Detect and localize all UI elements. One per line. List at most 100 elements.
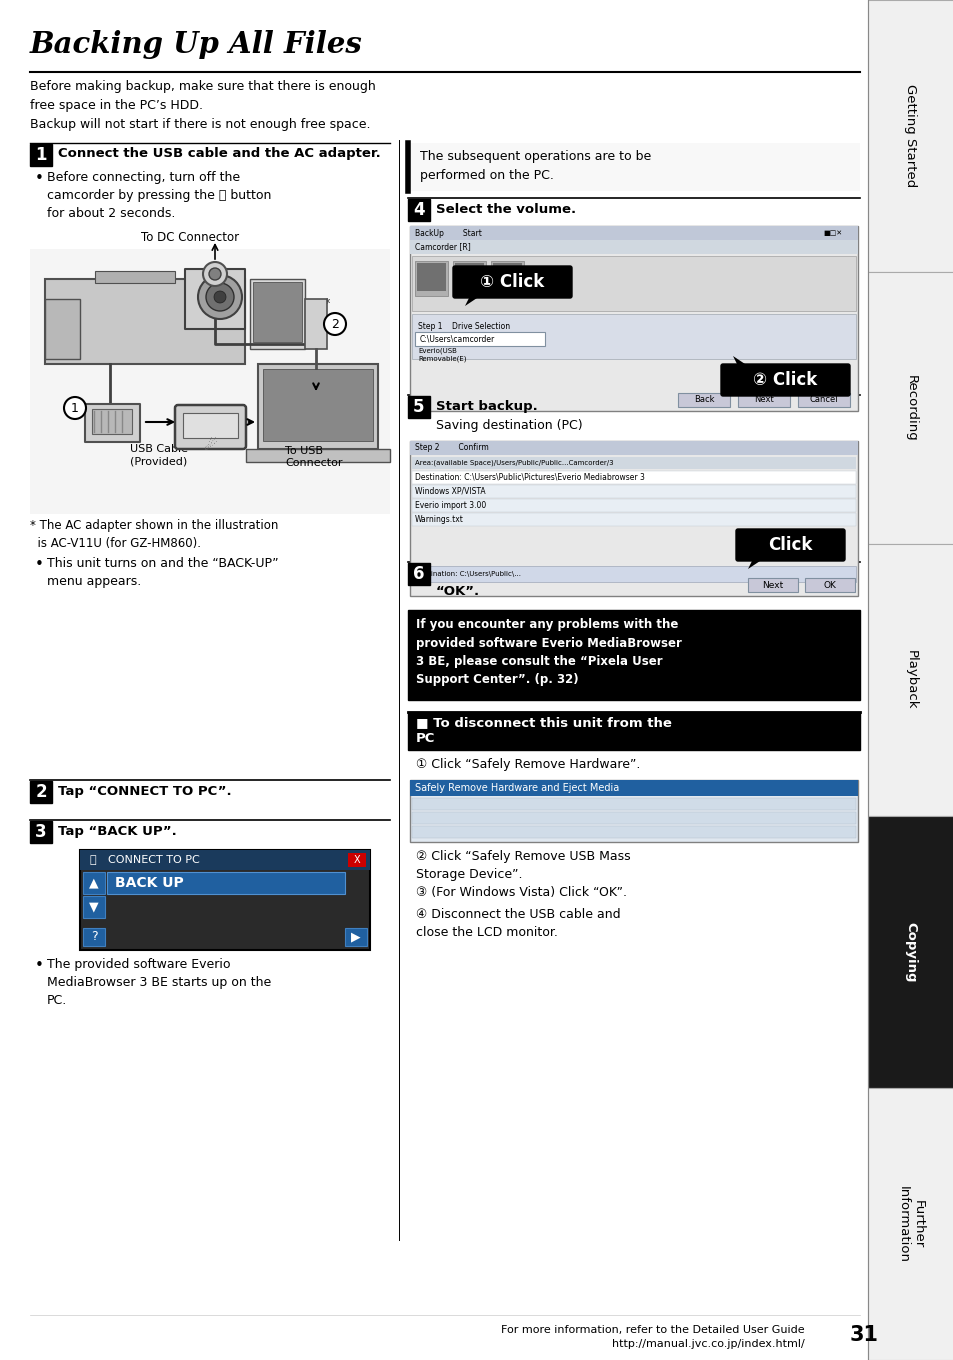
Text: Saving destination (PC): Saving destination (PC) [436, 419, 582, 432]
Text: •: • [35, 957, 44, 972]
Text: Step 1    Drive Selection: Step 1 Drive Selection [417, 322, 510, 330]
Bar [493, 262, 521, 291]
Text: ■□✕: ■□✕ [823, 230, 842, 237]
Bar [185, 269, 245, 329]
Text: Backing Up All Files: Backing Up All Files [30, 30, 362, 58]
Text: 2: 2 [35, 783, 47, 801]
Circle shape [198, 275, 242, 320]
Text: BackUp        Start: BackUp Start [415, 228, 481, 238]
Bar [412, 798, 855, 811]
Bar [747, 578, 797, 592]
Text: 31: 31 [849, 1325, 878, 1345]
Text: Playback: Playback [903, 650, 917, 710]
Text: The provided software Everio
MediaBrowser 3 BE starts up on the
PC.: The provided software Everio MediaBrowse… [47, 957, 271, 1006]
Text: 3: 3 [35, 823, 47, 840]
Text: Removable(E): Removable(E) [417, 356, 466, 363]
Text: Further
Information: Further Information [896, 1186, 924, 1262]
Bar [305, 299, 327, 350]
Text: *: * [323, 296, 330, 310]
Bar [107, 872, 345, 894]
Bar [410, 441, 857, 456]
Circle shape [324, 313, 346, 335]
Polygon shape [464, 296, 479, 306]
Text: ☄: ☄ [204, 438, 217, 453]
Bar [410, 441, 857, 596]
Bar [83, 896, 105, 918]
Text: Windows XP/VISTA: Windows XP/VISTA [415, 487, 485, 496]
Text: Tap “CONNECT TO PC”.: Tap “CONNECT TO PC”. [58, 785, 232, 798]
Bar [183, 413, 237, 438]
Bar [412, 812, 855, 824]
Text: ② Click “Safely Remove USB Mass
Storage Device”.: ② Click “Safely Remove USB Mass Storage … [416, 850, 630, 881]
Bar [867, 1088, 953, 1360]
Text: 📹: 📹 [90, 855, 96, 865]
Bar [410, 226, 857, 239]
Text: Next: Next [761, 581, 782, 589]
Polygon shape [747, 559, 762, 568]
Bar [30, 781, 52, 802]
Bar [95, 271, 174, 283]
Text: Everio(USB: Everio(USB [417, 348, 456, 355]
Bar [678, 393, 729, 407]
Text: Before making backup, make sure that there is enough
free space in the PC’s HDD.: Before making backup, make sure that the… [30, 80, 375, 131]
Text: •: • [35, 171, 44, 186]
Bar [415, 332, 544, 345]
Bar [412, 471, 855, 484]
Text: Step 2        Confirm: Step 2 Confirm [415, 443, 488, 453]
Bar [30, 144, 52, 166]
Bar [408, 199, 430, 220]
Text: Area:(available Space)/Users/Public/Public...Camcorder/3: Area:(available Space)/Users/Public/Publ… [415, 460, 613, 466]
Bar [416, 262, 446, 291]
Bar [453, 261, 485, 296]
Text: 4: 4 [413, 201, 424, 219]
Bar [797, 393, 849, 407]
Text: Start backup.: Start backup. [436, 400, 537, 413]
Text: ~: ~ [311, 374, 321, 388]
FancyBboxPatch shape [720, 364, 849, 396]
Text: Everio import 3.00: Everio import 3.00 [415, 500, 486, 510]
Text: ① Click “Safely Remove Hardware”.: ① Click “Safely Remove Hardware”. [416, 758, 639, 771]
Text: For more information, refer to the Detailed User Guide
http://manual.jvc.co.jp/i: For more information, refer to the Detai… [501, 1325, 804, 1349]
Bar [408, 396, 430, 418]
Text: ② Click: ② Click [753, 371, 817, 389]
Text: OK: OK [822, 581, 836, 589]
Text: AC Adapter
To AC Outlet: AC Adapter To AC Outlet [299, 407, 373, 437]
Text: ▲: ▲ [89, 876, 99, 889]
Text: The subsequent operations are to be
performed on the PC.: The subsequent operations are to be perf… [419, 150, 651, 182]
Circle shape [213, 291, 226, 303]
Text: * The AC adapter shown in the illustration
  is AC-V11U (for GZ-HM860).: * The AC adapter shown in the illustrati… [30, 520, 278, 549]
Circle shape [206, 283, 233, 311]
Bar [867, 0, 953, 272]
Text: ④ Disconnect the USB cable and
close the LCD monitor.: ④ Disconnect the USB cable and close the… [416, 908, 620, 938]
Bar [408, 563, 430, 585]
Bar [83, 872, 105, 894]
Bar [491, 261, 523, 296]
Bar [412, 486, 855, 498]
Bar [345, 928, 367, 947]
Bar [410, 781, 857, 796]
Bar [412, 499, 855, 511]
Bar [412, 256, 855, 311]
Circle shape [203, 262, 227, 286]
Bar [867, 544, 953, 816]
Text: 2: 2 [331, 317, 338, 330]
Text: Recording: Recording [903, 374, 917, 442]
Bar [80, 850, 370, 870]
Bar [348, 853, 366, 868]
Bar [45, 299, 80, 359]
Bar [415, 261, 448, 296]
Bar [408, 713, 859, 749]
Text: To DC Connector: To DC Connector [141, 231, 239, 243]
Text: ?: ? [91, 930, 97, 944]
Bar [412, 457, 855, 469]
Bar [412, 314, 855, 359]
Text: If you encounter any problems with the
provided software Everio MediaBrowser
3 B: If you encounter any problems with the p… [416, 617, 681, 687]
Bar [410, 226, 857, 411]
Bar [253, 282, 302, 341]
Text: ■ To disconnect this unit from the
PC: ■ To disconnect this unit from the PC [416, 717, 671, 745]
Bar [408, 143, 859, 190]
Text: ③ (For Windows Vista) Click “OK”.: ③ (For Windows Vista) Click “OK”. [416, 885, 626, 899]
Text: ▶: ▶ [351, 930, 360, 944]
Text: 5: 5 [413, 398, 424, 416]
Text: ① Click: ① Click [480, 273, 544, 291]
